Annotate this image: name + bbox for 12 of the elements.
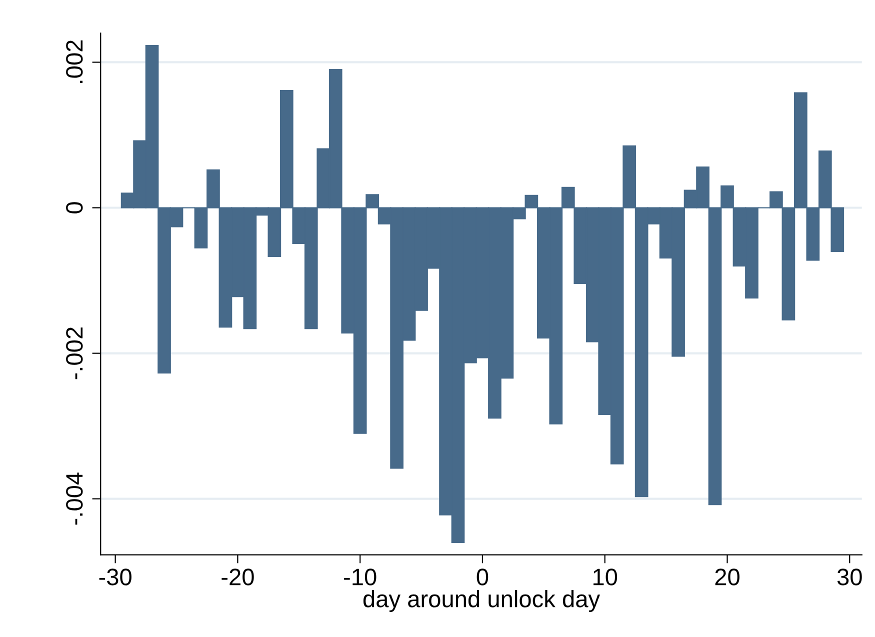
y-tick-label: -.002: [66, 328, 83, 380]
y-tick-label: -.004: [66, 472, 83, 525]
x-tick-label: 10: [594, 568, 618, 586]
x-axis-title: day around unlock day: [363, 590, 600, 612]
x-tick-label: 0: [476, 568, 488, 586]
x-tick-label: 30: [837, 568, 862, 586]
x-tick-label: -20: [222, 568, 254, 586]
x-tick-label: 20: [715, 568, 740, 586]
x-tick-label: -30: [99, 568, 132, 586]
y-tick-label: .002: [66, 40, 83, 84]
x-tick-label: -10: [344, 568, 376, 586]
y-tick-label: 0: [66, 202, 83, 214]
